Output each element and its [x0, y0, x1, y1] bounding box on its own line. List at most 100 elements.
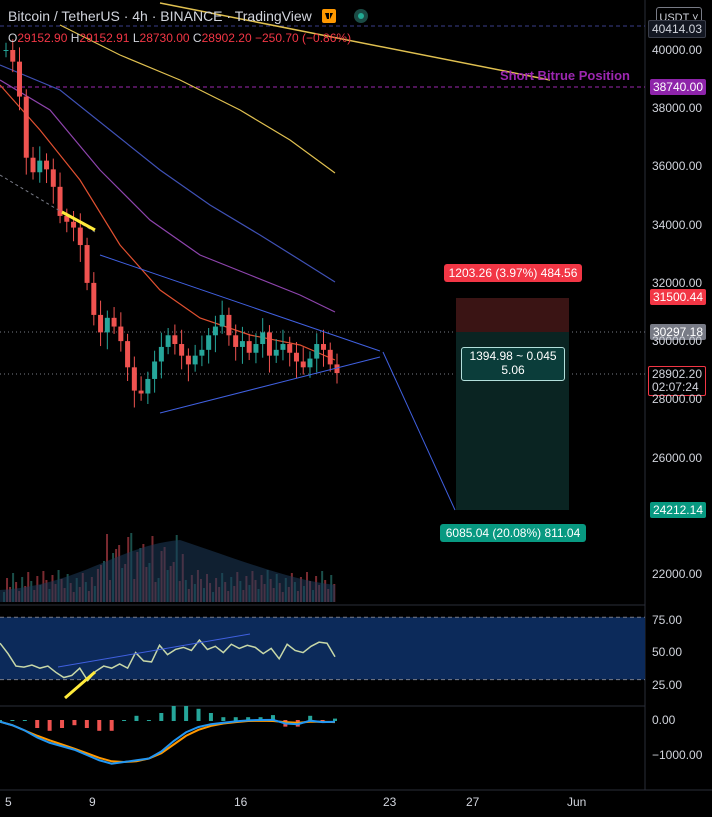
- price-label-24212: 24212.14: [649, 502, 706, 518]
- price-tick-label: 34000.00: [652, 217, 703, 232]
- candle: [233, 335, 239, 347]
- candle: [17, 61, 23, 97]
- macd-histogram-bar: [109, 720, 114, 731]
- candle: [327, 349, 333, 365]
- rsi-marker: [64, 670, 96, 700]
- yellow-marker: [61, 210, 96, 232]
- candle: [125, 341, 131, 368]
- candle: [314, 344, 320, 359]
- candle: [138, 390, 144, 394]
- candle: [104, 317, 110, 333]
- candle: [152, 361, 158, 379]
- chevron-down-icon: ˅: [689, 12, 699, 24]
- high-label: H: [70, 31, 80, 45]
- last-price-label: 28902.20 02:07:24: [647, 366, 706, 396]
- rsi-tick-label: 50.00: [652, 645, 683, 659]
- candle: [219, 314, 225, 327]
- candle: [266, 332, 272, 356]
- candle: [57, 186, 63, 216]
- candle: [280, 344, 286, 350]
- macd-histogram-bar: [0, 720, 2, 721]
- time-tick-label: 27: [466, 795, 480, 809]
- open-value: 29152.90: [17, 31, 68, 45]
- candle: [192, 355, 198, 365]
- candle: [246, 341, 252, 353]
- interval[interactable]: 4h: [132, 8, 148, 24]
- candle: [179, 344, 185, 356]
- candle: [260, 332, 266, 345]
- rsi-band: [0, 617, 645, 680]
- price-tick-label: 40000.00: [652, 43, 703, 57]
- candle: [334, 364, 340, 374]
- ma-yellow-line: [59, 24, 336, 174]
- close-value: 28902.20: [201, 31, 252, 45]
- macd-histogram-bar: [134, 715, 139, 721]
- change-value: −250.70 (−0.86%): [255, 31, 352, 45]
- price-tick-label: 38000.00: [652, 101, 703, 116]
- position-info-box: 1394.98 ~ 0.045 5.06: [461, 347, 565, 381]
- bar-countdown: 02:07:24: [651, 380, 699, 394]
- candle: [145, 378, 151, 394]
- candle: [91, 282, 97, 315]
- candle: [165, 335, 171, 347]
- candle: [44, 160, 50, 170]
- time-tick-label: Jun: [567, 795, 587, 809]
- candle: [307, 358, 313, 368]
- rsi-divergence-line: [57, 633, 251, 668]
- target-box: 6085.04 (20.08%) 811.04: [440, 524, 586, 542]
- stop-zone: [456, 298, 569, 332]
- candle: [3, 50, 9, 51]
- candle: [287, 344, 293, 353]
- macd-tick-label: −1000.00: [652, 748, 703, 762]
- position-info-line1: 1394.98 ~ 0.045: [469, 349, 557, 363]
- platform: TradingView: [234, 8, 312, 24]
- price-tick-label: 22000.00: [652, 567, 703, 581]
- macd-histogram-bar: [122, 720, 127, 721]
- macd-tick-label: 0.00: [652, 713, 676, 727]
- volume-bar: [12, 573, 15, 602]
- macd-line: [0, 718, 336, 765]
- candle: [212, 326, 218, 336]
- last-price: 28902.20: [651, 367, 702, 381]
- long-trendline: [159, 2, 551, 81]
- macd-histogram-bar: [196, 708, 201, 721]
- position-info-line2: 5.06: [501, 363, 525, 377]
- candle: [50, 169, 56, 187]
- macd-histogram-bar: [184, 706, 189, 721]
- price-label-30297: 30297.18: [649, 324, 706, 340]
- macd-histogram-bar: [10, 720, 15, 721]
- high-value: 29152.91: [79, 31, 130, 45]
- candle: [30, 157, 36, 173]
- price-label-top: 40414.03: [647, 20, 706, 38]
- symbol-name[interactable]: Bitcoin / TetherUS: [8, 8, 120, 24]
- price-tick-label: 30000.00: [652, 334, 703, 349]
- candle: [293, 352, 299, 362]
- macd-histogram-bar: [47, 720, 52, 731]
- rsi-tick-label: 25.00: [652, 678, 683, 692]
- short-position-label: Short Bitrue Position: [500, 68, 630, 83]
- macd-histogram-bar: [233, 717, 238, 721]
- candle: [158, 346, 164, 362]
- candle: [226, 314, 232, 336]
- candle: [253, 344, 259, 353]
- candle: [300, 361, 306, 368]
- close-label: C: [192, 31, 202, 45]
- macd-histogram-bar: [159, 713, 164, 721]
- time-tick-label: 9: [89, 795, 96, 809]
- risk-box: 1203.26 (3.97%) 484.56: [444, 264, 582, 282]
- wedge-lower-line: [159, 356, 381, 414]
- macd-histogram-bar: [246, 717, 251, 721]
- macd-histogram-bar: [221, 717, 226, 721]
- time-tick-label: 5: [5, 795, 12, 809]
- market-status-icon[interactable]: [353, 9, 368, 23]
- candle: [118, 326, 124, 342]
- candle: [131, 367, 137, 391]
- macd-histogram-bar: [171, 706, 176, 721]
- wedge-upper-line: [99, 254, 381, 352]
- price-label-38740: 38740.00: [649, 79, 706, 95]
- tradingview-logo-icon: [321, 9, 336, 23]
- candle: [206, 335, 212, 350]
- low-value: 28730.00: [139, 31, 190, 45]
- ma-purple-line: [0, 79, 336, 313]
